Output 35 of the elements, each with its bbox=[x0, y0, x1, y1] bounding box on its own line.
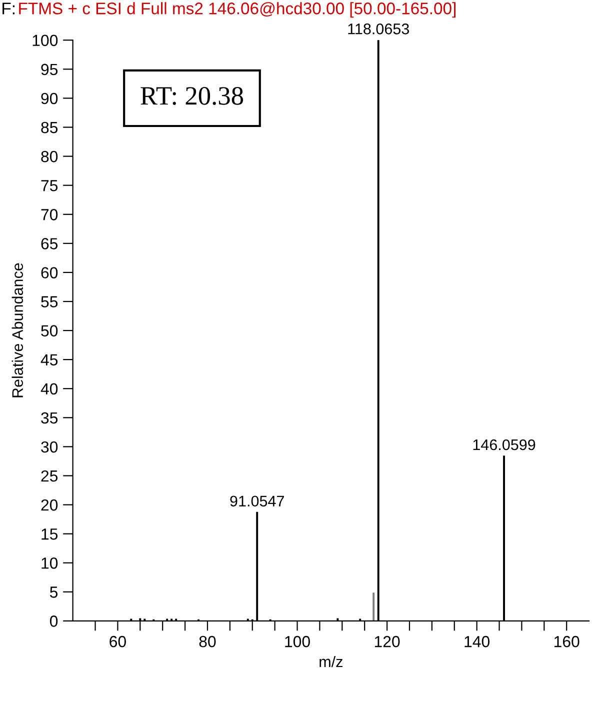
y-tick-label: 20 bbox=[41, 499, 58, 511]
annotation: 118.0653 bbox=[348, 24, 409, 34]
y-tick-label: 65 bbox=[41, 238, 58, 250]
x-tick-label: 60 bbox=[110, 636, 126, 648]
y-tick-label: 75 bbox=[41, 180, 58, 192]
y-tick-label: 80 bbox=[41, 150, 58, 162]
y-tick-label: 10 bbox=[42, 557, 58, 569]
y-tick-label: 15 bbox=[42, 528, 58, 540]
annotation: RT: 20.38 bbox=[140, 87, 244, 105]
x-tick-label: 120 bbox=[374, 636, 400, 648]
y-axis-title: Relative Abundance bbox=[12, 263, 24, 398]
y-tick-label: 5 bbox=[50, 586, 58, 598]
y-tick-label: 45 bbox=[40, 354, 58, 366]
y-tick-label: 30 bbox=[41, 441, 58, 453]
y-tick-label: 70 bbox=[41, 209, 58, 220]
text: F: bbox=[2, 2, 14, 14]
x-tick-label: 100 bbox=[285, 636, 310, 648]
annotation: 146.0599 bbox=[473, 439, 536, 450]
y-tick-label: 100 bbox=[32, 34, 58, 46]
y-tick-label: 85 bbox=[41, 122, 58, 134]
x-axis-title: m/z bbox=[320, 656, 342, 668]
y-tick-label: 0 bbox=[50, 616, 58, 627]
x-tick-label: 160 bbox=[554, 636, 580, 648]
x-tick-label: 80 bbox=[199, 636, 216, 648]
y-tick-label: 35 bbox=[41, 412, 58, 424]
y-tick-label: 55 bbox=[41, 296, 58, 308]
annotation: 91.0547 bbox=[230, 496, 284, 507]
y-tick-label: 90 bbox=[41, 92, 58, 104]
x-tick-label: 140 bbox=[464, 636, 490, 648]
y-tick-label: 40 bbox=[40, 383, 58, 395]
chart-title: FTMS + c ESI d Full ms2 146.06@hcd30.00 [50.00-165.00] bbox=[19, 2, 456, 18]
y-tick-label: 60 bbox=[41, 267, 58, 278]
y-tick-label: 95 bbox=[41, 64, 58, 76]
y-tick-label: 50 bbox=[41, 325, 58, 336]
y-tick-label: 25 bbox=[41, 470, 58, 482]
